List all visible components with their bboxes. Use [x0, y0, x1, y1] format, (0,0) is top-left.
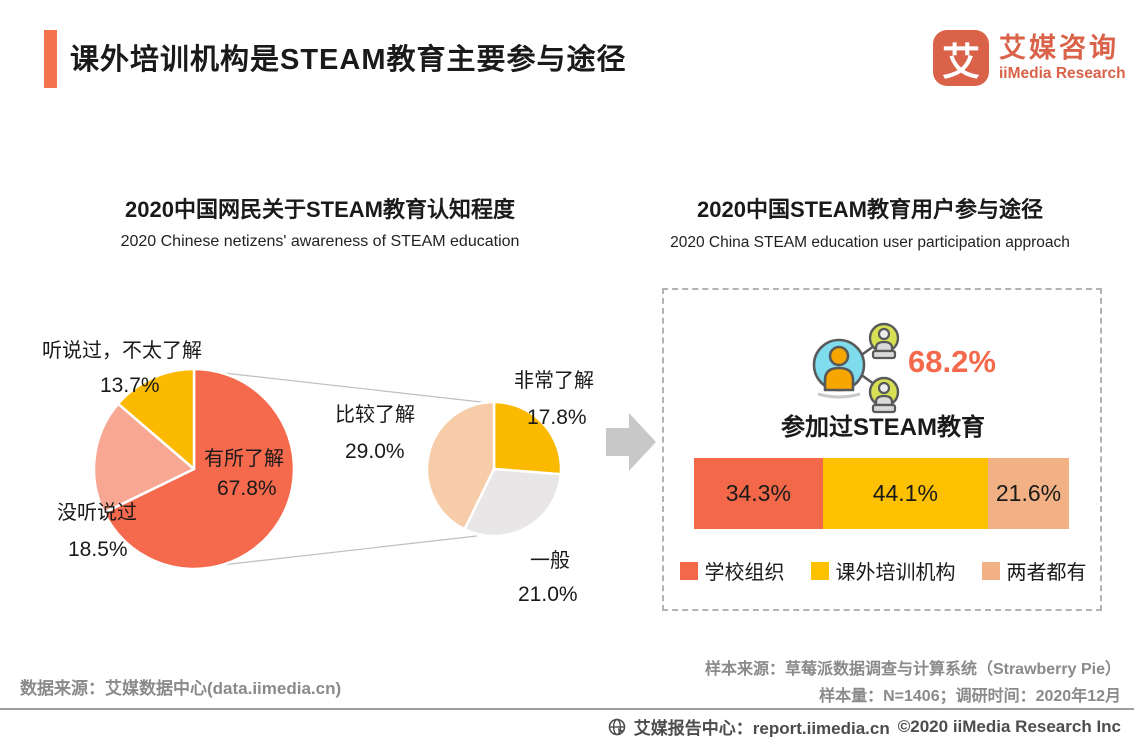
page-title: 课外培训机构是STEAM教育主要参与途径 — [70, 44, 627, 76]
legend-swatch — [810, 561, 829, 580]
breakout-connector-bottom — [212, 535, 478, 567]
pie-slice — [425, 400, 496, 531]
bar-segment: 21.6% — [988, 458, 1069, 529]
right-chart-title: 2020中国STEAM教育用户参与途径 — [697, 197, 1043, 222]
label-heard-little: 听说过，不太了解 — [42, 340, 202, 362]
label-fairly-familiar: 比较了解 — [335, 404, 415, 426]
participation-rate: 68.2% — [908, 344, 996, 379]
label-very-familiar: 非常了解 — [514, 370, 594, 392]
value-somewhat: 67.8% — [217, 477, 277, 500]
value-never-heard: 18.5% — [68, 538, 128, 561]
value-heard-little: 13.7% — [100, 374, 160, 397]
iimedia-logo: 艾 艾媒咨询 iiMedia Research — [933, 30, 1126, 86]
logo-name-en: iiMedia Research — [999, 64, 1126, 82]
legend-label: 课外培训机构 — [835, 562, 956, 584]
participation-legend: 学校组织 课外培训机构 两者都有 — [663, 556, 1103, 585]
value-average: 21.0% — [518, 583, 578, 606]
legend-item: 两者都有 — [981, 556, 1087, 585]
value-very-familiar: 17.8% — [527, 406, 587, 429]
sample-info-note: 样本量：N=1406；调研时间：2020年12月 — [819, 688, 1121, 705]
bar-segment: 34.3% — [694, 458, 823, 529]
right-arrow-icon — [606, 413, 656, 471]
footer-divider — [0, 708, 1134, 710]
participation-stacked-bar: 34.3% 44.1% 21.6% — [694, 458, 1069, 529]
logo-name-cn: 艾媒咨询 — [999, 33, 1119, 64]
label-average: 一般 — [530, 550, 570, 572]
bar-segment-value: 21.6% — [995, 480, 1062, 506]
left-chart-title: 2020中国网民关于STEAM教育认知程度 — [125, 197, 515, 222]
copyright-text: ©2020 iiMedia Research Inc — [897, 716, 1121, 736]
footer-copyright-line: 艾媒报告中心：report.iimedia.cn ©2020 iiMedia R… — [500, 714, 1121, 737]
pie-slice — [463, 467, 563, 538]
right-chart-subtitle: 2020 China STEAM education user particip… — [670, 234, 1070, 251]
value-fairly-familiar: 29.0% — [345, 440, 405, 463]
legend-swatch — [981, 561, 1000, 580]
legend-label: 两者都有 — [1006, 562, 1087, 584]
bar-segment-value: 34.3% — [725, 480, 791, 506]
legend-swatch — [679, 561, 698, 580]
report-center-text: 艾媒报告中心：report.iimedia.cn — [633, 719, 890, 737]
data-source-note: 数据来源：艾媒数据中心(data.iimedia.cn) — [20, 679, 342, 698]
globe-icon — [608, 718, 626, 735]
left-chart-subtitle: 2020 Chinese netizens' awareness of STEA… — [120, 233, 520, 250]
participants-network-icon — [812, 322, 900, 414]
iimedia-logo-icon: 艾 — [933, 30, 989, 86]
bar-segment-value: 44.1% — [872, 480, 938, 506]
label-somewhat: 有所了解 — [204, 448, 284, 470]
title-accent-bar — [44, 30, 57, 88]
participation-label: 参加过STEAM教育 — [781, 414, 985, 441]
legend-item: 学校组织 — [679, 556, 785, 585]
legend-item: 课外培训机构 — [810, 556, 956, 585]
logo-text: 艾媒咨询 iiMedia Research — [999, 34, 1126, 82]
label-never-heard: 没听说过 — [57, 502, 137, 524]
sample-source-note: 样本来源：草莓派数据调查与计算系统（Strawberry Pie） — [704, 661, 1121, 678]
bar-segment: 44.1% — [822, 458, 988, 529]
legend-label: 学校组织 — [704, 562, 785, 584]
